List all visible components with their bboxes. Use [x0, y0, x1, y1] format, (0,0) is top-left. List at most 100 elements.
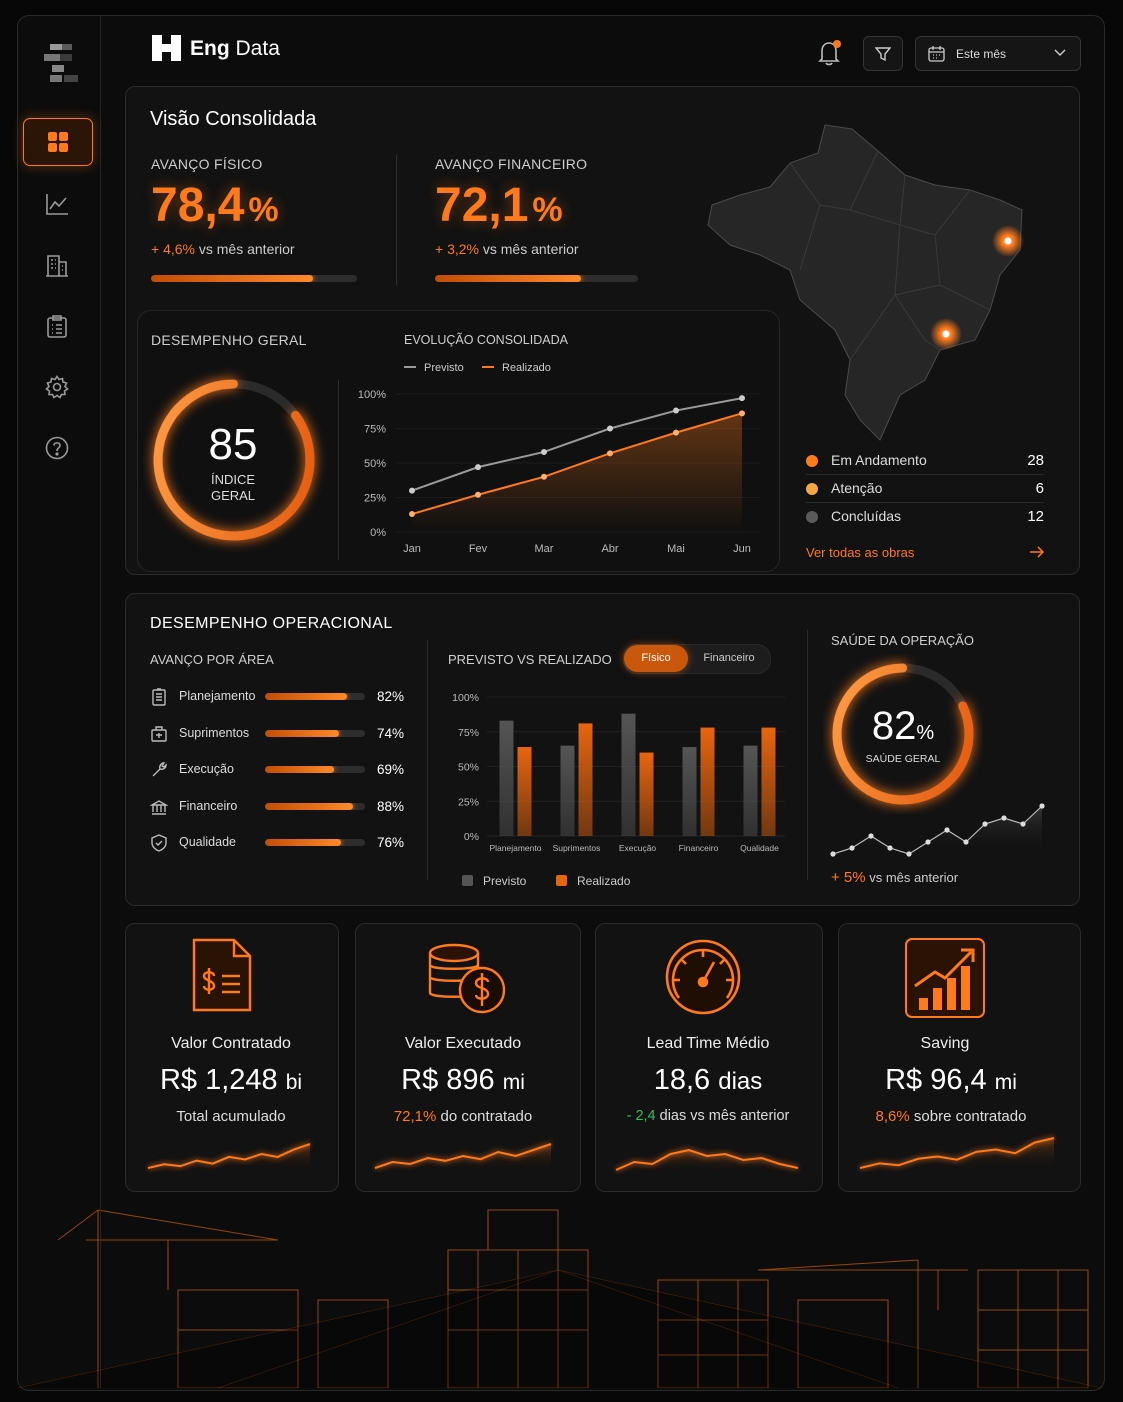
help-icon [45, 436, 69, 460]
card-title: Saving [920, 1035, 970, 1052]
buildings-button[interactable] [35, 248, 79, 282]
x-tick-label: Planejamento [490, 843, 542, 853]
shape [50, 75, 62, 82]
shape [162, 35, 167, 40]
notifications-button[interactable] [816, 38, 844, 68]
toggle-button[interactable]: Físico [624, 645, 688, 672]
shape [48, 143, 57, 152]
map-link[interactable]: Ver todas as obras [806, 545, 915, 560]
toggle-button[interactable]: Financeiro [703, 652, 755, 664]
shape [487, 1209, 559, 1251]
health-delta: + 5% vs mês anterior [831, 869, 958, 886]
value: 72,1 [435, 179, 529, 232]
area-value: 76% [377, 835, 405, 850]
trend-area [616, 1150, 798, 1174]
unit: mi [502, 1071, 525, 1094]
x-tick-label: Execução [619, 843, 657, 853]
shape [52, 315, 62, 334]
kpi-label: AVANÇO FINANCEIRO [435, 156, 588, 172]
x-tick-label: Mai [667, 543, 685, 555]
point [739, 395, 745, 402]
area [412, 413, 742, 532]
skyline-decoration [18, 1209, 1102, 1388]
shape [428, 943, 480, 963]
settings-button[interactable] [35, 370, 79, 404]
legend-swatch [462, 875, 473, 886]
shape [797, 1299, 889, 1388]
point [607, 425, 613, 432]
delta-note: vs mês anterior [869, 870, 959, 885]
shape [57, 1209, 1089, 1388]
trend-point [830, 851, 836, 857]
card-trend [615, 1148, 799, 1174]
progress-fill [265, 802, 353, 810]
legend-label: Concluídas [831, 508, 902, 524]
progress-track [435, 275, 638, 282]
help-button[interactable] [35, 431, 79, 465]
buildings-icon [46, 255, 68, 277]
app-logo [44, 44, 78, 82]
point [475, 464, 481, 471]
dashboard-icon [48, 132, 68, 152]
shape [18, 1269, 1102, 1388]
area-label: Qualidade [179, 835, 236, 849]
filter-icon [875, 46, 891, 61]
brand-bold: Eng [190, 37, 230, 60]
y-tick-label: 0% [464, 831, 479, 843]
point [541, 448, 547, 455]
period-dropdown[interactable]: Este mês [915, 36, 1081, 71]
trend-area [860, 1138, 1054, 1172]
health-ring [832, 663, 974, 805]
kpi-label: AVANÇO FÍSICO [151, 156, 263, 172]
brand-rest: Data [235, 37, 280, 60]
area-icon [150, 799, 168, 815]
shape [928, 47, 945, 62]
legend-value: 6 [1035, 480, 1044, 497]
delta-note: vs mês anterior [198, 241, 295, 257]
analytics-button[interactable] [35, 187, 79, 221]
legend-label: Atenção [831, 480, 883, 496]
progress-fill [435, 275, 582, 282]
progress-fill [265, 693, 347, 700]
arrow-icon[interactable] [1029, 545, 1045, 559]
health-trend [830, 803, 1045, 858]
card-value: R$ 1,248 bi [125, 1064, 337, 1097]
trend-point [1001, 815, 1007, 821]
dashboard-button[interactable] [23, 118, 93, 166]
y-tick-label: 0% [370, 527, 386, 539]
area-icon [152, 762, 167, 777]
overview-title: Visão Consolidada [150, 108, 317, 130]
trend-point [887, 845, 893, 851]
trend-line [832, 805, 1043, 855]
bar [761, 727, 776, 836]
point [673, 429, 679, 436]
shape [477, 1250, 1059, 1388]
area-value: 82% [377, 689, 405, 704]
filter-button[interactable] [863, 36, 903, 71]
tasks-button[interactable] [35, 309, 79, 343]
delta-value: + 3,2% [435, 241, 479, 257]
map-point [1004, 237, 1012, 245]
kpi-delta: + 4,6% vs mês anterior [151, 241, 295, 257]
shape [18, 1269, 1102, 1388]
point [673, 407, 679, 414]
card-title: Valor Executado [404, 1035, 522, 1052]
shape [59, 132, 68, 141]
legend-value: 28 [1027, 452, 1044, 469]
x-tick-label: Financeiro [679, 843, 719, 853]
comparison-chart: 0% 25% 50% 75% 100% Planejamento Suprimentos Ex… [452, 692, 785, 853]
card-title: Valor Contratado [171, 1035, 291, 1052]
trend-point [868, 833, 874, 839]
comparison-title: PREVISTO VS REALIZADO [448, 652, 612, 667]
icon-shape [156, 688, 162, 701]
shape [45, 436, 69, 460]
unit: mi [994, 1071, 1017, 1094]
health-value: 82% [843, 704, 963, 749]
area-icon [151, 834, 167, 852]
card-value: R$ 896 mi [355, 1064, 571, 1097]
value: R$ 96,4 [885, 1064, 987, 1096]
card-note: Total acumulado [176, 1108, 286, 1125]
legend-label: Previsto [483, 874, 527, 888]
delta-value: + 5% [831, 869, 866, 886]
health-unit: % [916, 722, 935, 744]
